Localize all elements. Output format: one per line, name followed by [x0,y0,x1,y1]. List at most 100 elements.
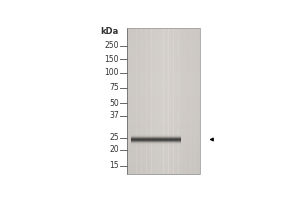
Bar [127,28,200,30]
Bar [127,110,200,112]
Bar [127,74,200,76]
Bar [127,103,200,105]
Bar [127,90,200,92]
Bar [144,28,147,174]
Bar [127,66,200,68]
Bar [127,57,200,59]
Bar [188,28,191,174]
Bar [129,28,132,174]
Text: 20: 20 [109,145,119,154]
Bar [127,97,200,100]
Bar [127,83,200,85]
Bar [127,86,200,89]
Bar [127,136,200,138]
Bar [127,37,200,39]
Text: 50: 50 [109,99,119,108]
Bar [173,28,176,174]
Bar [127,52,200,54]
Bar [127,167,200,169]
Bar [127,92,200,94]
Bar [151,28,154,174]
Bar [127,79,200,81]
Bar [185,28,188,174]
Text: 100: 100 [104,68,119,77]
Bar [127,123,200,125]
Bar [149,28,152,174]
Bar [127,150,200,153]
Bar [190,28,193,174]
Bar [161,28,164,174]
Bar [130,135,181,136]
Bar [127,46,200,48]
Bar [127,116,200,118]
Bar [127,163,200,165]
Text: 25: 25 [109,133,119,142]
Bar [181,28,184,174]
Bar [127,169,200,171]
Bar [127,28,130,174]
Bar [127,130,200,132]
Bar [195,28,198,174]
Bar [154,28,157,174]
Bar [127,42,200,45]
Text: 37: 37 [109,111,119,120]
Bar [127,39,200,41]
Bar [130,144,181,145]
Bar [130,134,181,135]
Bar [127,48,200,50]
Bar [127,139,200,142]
Bar [127,30,200,32]
Bar [130,138,181,139]
Text: 150: 150 [104,55,119,64]
Bar [127,64,200,67]
Bar [127,55,200,57]
Bar [127,156,200,158]
Bar [127,53,200,56]
Bar [127,138,200,140]
Bar [139,28,142,174]
Bar [127,77,200,79]
Text: 75: 75 [109,83,119,92]
Bar [127,145,200,147]
Bar [130,136,181,137]
Bar [127,160,200,162]
Text: 250: 250 [104,41,119,50]
Bar [127,44,200,47]
Bar [130,142,181,143]
Bar [127,41,200,43]
Bar [127,172,200,175]
Bar [171,28,174,174]
Bar [127,88,200,90]
Bar [141,28,144,174]
Bar [127,147,200,149]
Bar [134,28,137,174]
Bar [127,63,200,65]
Bar [127,50,200,52]
Bar [127,127,200,129]
Bar [127,35,200,37]
Bar [127,33,200,36]
Text: kDa: kDa [100,27,119,36]
Bar [127,101,200,103]
Text: 15: 15 [109,161,119,170]
Bar [127,96,200,98]
Bar [198,28,201,174]
Bar [156,28,159,174]
Bar [127,152,200,154]
Bar [127,75,200,78]
Bar [127,59,200,61]
Bar [127,125,200,127]
Bar [127,28,200,174]
Bar [176,28,178,174]
Bar [127,165,200,167]
Bar [127,85,200,87]
Bar [127,94,200,96]
Bar [127,81,200,83]
Bar [127,158,200,160]
Bar [127,143,200,145]
Bar [127,108,200,111]
Bar [127,117,200,120]
Bar [127,99,200,101]
Bar [193,28,196,174]
Bar [130,140,181,141]
